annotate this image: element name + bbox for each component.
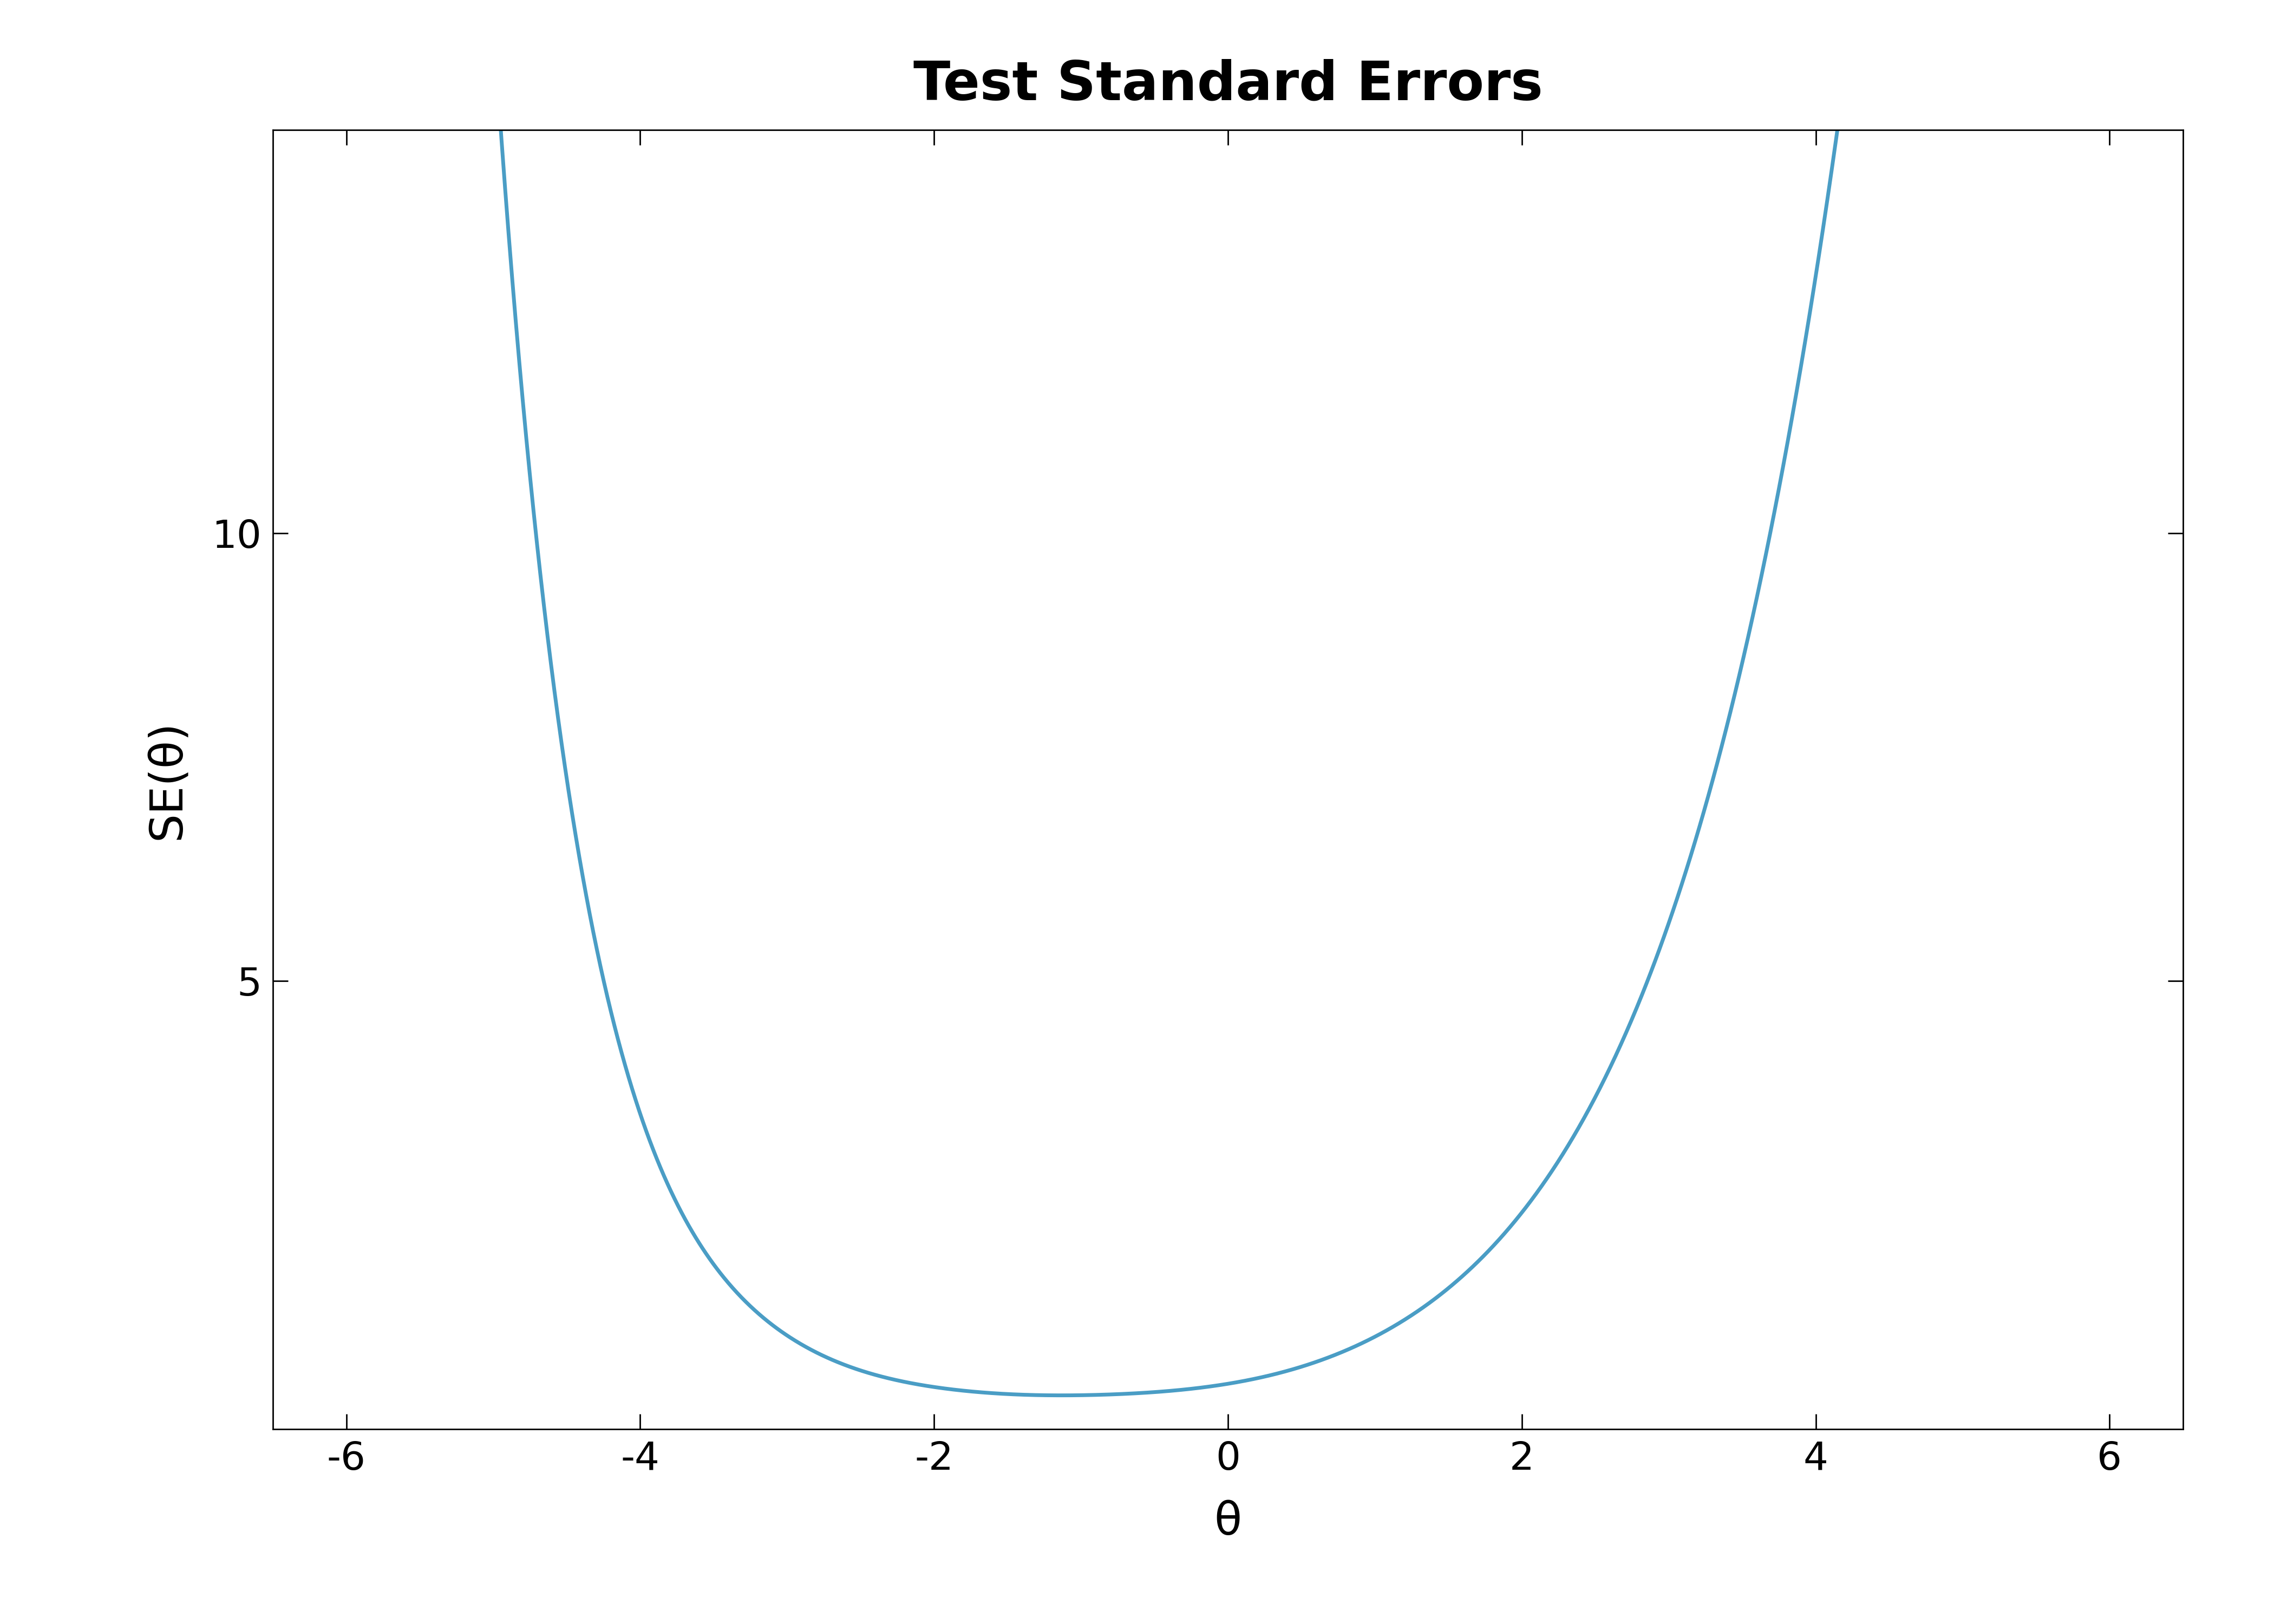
Y-axis label: SE(θ): SE(θ) xyxy=(146,719,189,840)
Title: Test Standard Errors: Test Standard Errors xyxy=(914,58,1542,110)
X-axis label: θ: θ xyxy=(1214,1501,1242,1544)
